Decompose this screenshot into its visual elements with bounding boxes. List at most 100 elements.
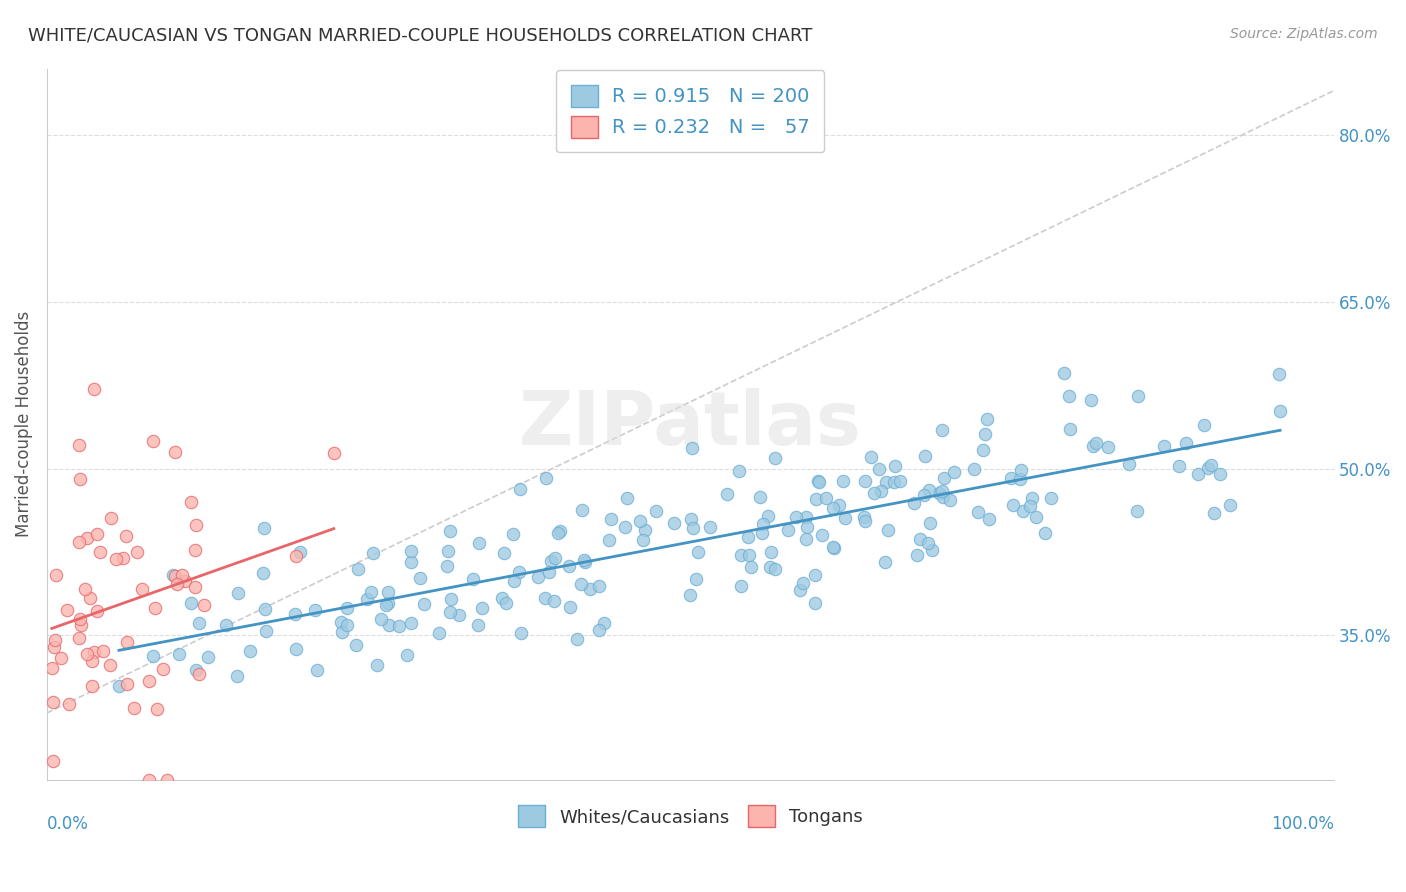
Point [883,475,905,489]
Point [789,583,811,598]
Point [378,617,401,632]
Point [931,483,953,498]
Point [631,533,654,548]
Point [399,543,422,558]
Point [502,526,524,541]
Point [509,483,531,497]
Point [254,601,277,615]
Point [928,486,950,500]
Point [716,487,738,501]
Point [180,494,202,508]
Point [932,471,955,485]
Point [146,701,169,715]
Point [1268,368,1291,382]
Point [142,648,165,663]
Point [756,508,779,523]
Point [863,486,886,500]
Point [69,618,91,632]
Point [104,552,127,566]
Point [399,555,422,569]
Point [184,543,207,558]
Point [752,517,775,532]
Point [108,679,131,693]
Legend: Whites/Caucasians, Tongans: Whites/Caucasians, Tongans [510,798,870,835]
Y-axis label: Married-couple Households: Married-couple Households [15,311,32,537]
Point [495,596,517,610]
Point [565,632,588,647]
Point [1167,458,1189,473]
Point [86,604,108,618]
Point [796,520,818,534]
Point [254,624,277,638]
Point [193,599,215,613]
Point [44,633,66,648]
Point [395,648,418,662]
Point [409,571,432,585]
Point [749,490,772,504]
Point [83,645,105,659]
Point [932,490,955,504]
Point [1187,467,1209,481]
Point [804,568,827,582]
Point [918,483,941,498]
Point [778,523,800,537]
Point [69,472,91,486]
Point [86,527,108,541]
Point [963,462,986,476]
Point [869,483,891,498]
Point [794,510,817,524]
Point [79,591,101,606]
Point [679,588,702,602]
Point [806,491,828,506]
Point [1010,472,1032,486]
Point [145,601,167,615]
Point [165,569,187,583]
Point [1039,491,1062,506]
Point [117,677,139,691]
Point [1268,404,1291,418]
Point [188,667,211,681]
Point [226,586,249,600]
Point [538,565,561,579]
Point [76,531,98,545]
Point [307,663,329,677]
Point [174,574,197,589]
Point [69,612,91,626]
Point [436,559,458,574]
Point [284,607,307,621]
Point [740,560,762,574]
Point [111,550,134,565]
Point [125,545,148,559]
Point [972,443,994,458]
Text: WHITE/CAUCASIAN VS TONGAN MARRIED-COUPLE HOUSEHOLDS CORRELATION CHART: WHITE/CAUCASIAN VS TONGAN MARRIED-COUPLE… [28,27,813,45]
Point [794,533,817,547]
Point [330,624,353,639]
Point [616,491,638,505]
Point [122,701,145,715]
Point [461,572,484,586]
Point [1081,439,1104,453]
Point [304,603,326,617]
Point [914,449,936,463]
Point [347,561,370,575]
Point [360,585,382,599]
Point [588,623,610,637]
Point [918,516,941,530]
Point [737,530,759,544]
Point [1052,366,1074,380]
Point [1209,467,1232,481]
Point [83,382,105,396]
Point [679,512,702,526]
Point [494,546,516,560]
Point [883,458,905,473]
Point [436,544,458,558]
Point [377,585,399,599]
Point [548,524,571,538]
Point [598,533,620,547]
Point [285,549,308,563]
Point [973,427,995,442]
Point [42,640,65,654]
Point [751,526,773,541]
Point [1033,525,1056,540]
Point [322,446,344,460]
